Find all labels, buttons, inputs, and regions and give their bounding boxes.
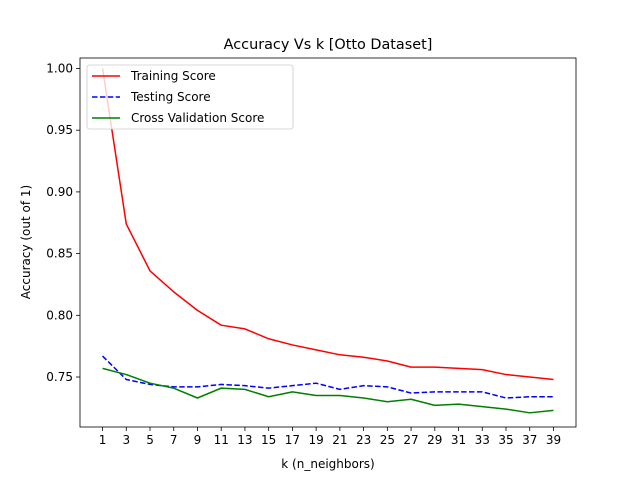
legend: Training Score Testing Score Cross Validat… [86,64,294,130]
x-tick-label-39: 39 [546,433,561,447]
x-tick-label-17: 17 [285,433,300,447]
chart-title: Accuracy Vs k [Otto Dataset] [224,37,433,53]
y-tick-label-0.85: 0.85 [46,247,73,261]
x-tick-label-21: 21 [332,433,347,447]
x-tick-label-1: 1 [99,433,107,447]
x-tick-label-29: 29 [427,433,442,447]
series-line-training-score [101,68,554,381]
x-axis-label: k (n_neighbors) [281,457,374,471]
x-tick-label-23: 23 [356,433,371,447]
x-tick-label-13: 13 [237,433,252,447]
series-line-testing-score [102,355,554,399]
y-tick-label-0.80: 0.80 [46,308,73,322]
x-tick-label-19: 19 [308,433,323,447]
x-tick-label-9: 9 [194,433,202,447]
x-tick-label-37: 37 [522,433,537,447]
axes-frame [79,57,577,428]
x-tick-label-25: 25 [380,433,395,447]
x-tick-label-33: 33 [475,433,490,447]
legend-label-testing-score: Testing Score [130,90,211,104]
legend-box [86,64,294,130]
x-tick-label-27: 27 [403,433,418,447]
x-tick-label-31: 31 [451,433,466,447]
series-line-cross-validation-score [102,367,554,414]
y-tick-label-0.95: 0.95 [46,123,73,137]
legend-label-training-score: Training Score [130,69,216,83]
plot-area: 1 3 5 7 9 11 13 15 17 19 21 23 25 27 29 31 33 35 37 390.750… [46,57,577,447]
y-tick-label-0.90: 0.90 [46,185,73,199]
x-tick-label-35: 35 [498,433,513,447]
y-tick-label-0.75: 0.75 [46,370,73,384]
x-tick-label-5: 5 [146,433,154,447]
x-tick-label-11: 11 [214,433,229,447]
x-tick-label-7: 7 [170,433,178,447]
y-tick-label-1.00: 1.00 [46,61,73,75]
x-tick-label-3: 3 [122,433,130,447]
y-axis-label: Accuracy (out of 1) [19,185,33,299]
legend-label-cross-validation-score: Cross Validation Score [131,111,264,125]
x-tick-label-15: 15 [261,433,276,447]
